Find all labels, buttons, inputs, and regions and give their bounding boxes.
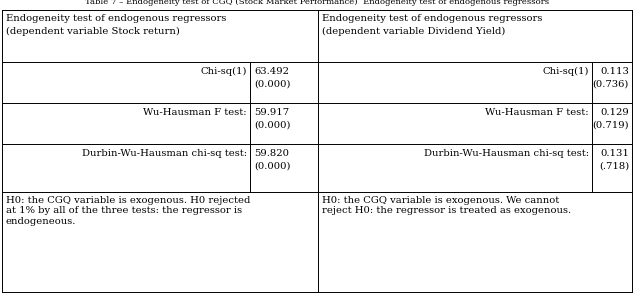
- Text: 59.820: 59.820: [254, 149, 289, 158]
- Text: 0.129: 0.129: [600, 108, 629, 117]
- Text: (0.719): (0.719): [592, 121, 629, 130]
- Text: (0.736): (0.736): [593, 80, 629, 89]
- Text: Endogeneity test of endogenous regressors: Endogeneity test of endogenous regressor…: [322, 14, 542, 23]
- Text: H0: the CGQ variable is exogenous. We cannot
reject H0: the regressor is treated: H0: the CGQ variable is exogenous. We ca…: [322, 196, 571, 215]
- Text: Chi-sq(1): Chi-sq(1): [200, 67, 247, 76]
- Text: Chi-sq(1): Chi-sq(1): [543, 67, 589, 76]
- Text: H0: the CGQ variable is exogenous. H0 rejected
at 1% by all of the three tests: : H0: the CGQ variable is exogenous. H0 re…: [6, 196, 250, 226]
- Text: (0.000): (0.000): [254, 121, 290, 130]
- Text: 0.113: 0.113: [600, 67, 629, 76]
- Text: 59.917: 59.917: [254, 108, 289, 117]
- Text: 63.492: 63.492: [254, 67, 289, 76]
- Text: (.718): (.718): [598, 162, 629, 171]
- Text: 0.131: 0.131: [600, 149, 629, 158]
- Text: Durbin-Wu-Hausman chi-sq test:: Durbin-Wu-Hausman chi-sq test:: [424, 149, 589, 158]
- Text: Endogeneity test of endogenous regressors: Endogeneity test of endogenous regressor…: [6, 14, 226, 23]
- Text: Wu-Hausman F test:: Wu-Hausman F test:: [486, 108, 589, 117]
- Text: (0.000): (0.000): [254, 162, 290, 171]
- Text: Durbin-Wu-Hausman chi-sq test:: Durbin-Wu-Hausman chi-sq test:: [82, 149, 247, 158]
- Text: (dependent variable Stock return): (dependent variable Stock return): [6, 27, 180, 36]
- Text: (dependent variable Dividend Yield): (dependent variable Dividend Yield): [322, 27, 505, 36]
- Text: Table 7 – Endogeneity test of CGQ (Stock Market Performance)  Endogeneity test o: Table 7 – Endogeneity test of CGQ (Stock…: [85, 0, 549, 6]
- Text: Wu-Hausman F test:: Wu-Hausman F test:: [143, 108, 247, 117]
- Text: (0.000): (0.000): [254, 80, 290, 89]
